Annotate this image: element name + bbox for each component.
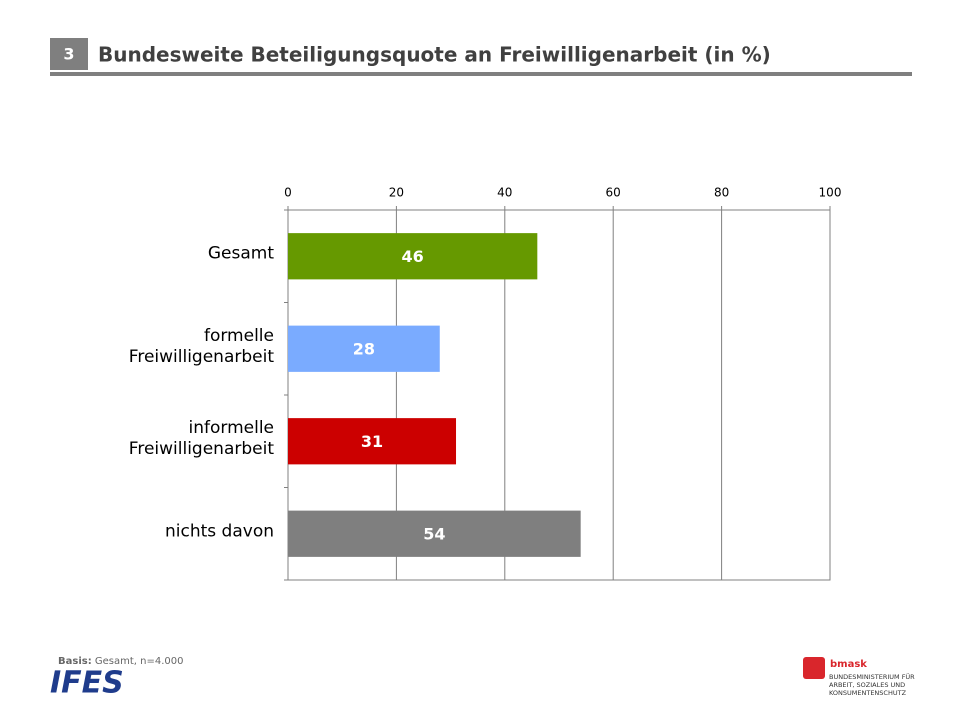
basis-label: Basis: bbox=[58, 656, 92, 667]
basis: Basis: Gesamt, n=4.000 bbox=[58, 656, 184, 667]
value-label: 31 bbox=[361, 432, 383, 451]
title-rule bbox=[50, 72, 912, 76]
bar bbox=[288, 233, 538, 280]
x-tick-label: 60 bbox=[606, 186, 621, 200]
ministry: BUNDESMINISTERIUM FÜR ARBEIT, SOZIALES U… bbox=[829, 673, 915, 697]
value-label: 54 bbox=[423, 524, 445, 543]
logo-ifes: IFES bbox=[50, 666, 124, 701]
bar bbox=[288, 325, 440, 372]
slide-number: 3 bbox=[63, 45, 74, 64]
x-tick-label: 20 bbox=[389, 186, 404, 200]
x-tick-label: 40 bbox=[497, 186, 512, 200]
value-label: 46 bbox=[402, 247, 424, 266]
bar bbox=[288, 510, 581, 557]
category-label: Gesamt bbox=[207, 243, 274, 264]
x-tick-label: 100 bbox=[819, 186, 842, 200]
category-label: nichts davon bbox=[165, 521, 274, 542]
x-tick-label: 0 bbox=[284, 186, 292, 200]
slide-number-box bbox=[50, 38, 88, 70]
bmask-icon bbox=[803, 657, 825, 679]
category-label: formelle Freiwilligenarbeit bbox=[128, 325, 274, 367]
basis-text: Gesamt, n=4.000 bbox=[95, 656, 184, 667]
x-tick-label: 80 bbox=[714, 186, 729, 200]
chart-title: Bundesweite Beteiligungsquote an Freiwil… bbox=[98, 43, 771, 67]
bar bbox=[288, 418, 457, 465]
category-label: informelle Freiwilligenarbeit bbox=[128, 418, 274, 460]
value-label: 28 bbox=[353, 339, 375, 358]
logo-bmask: bmask bbox=[830, 659, 867, 670]
